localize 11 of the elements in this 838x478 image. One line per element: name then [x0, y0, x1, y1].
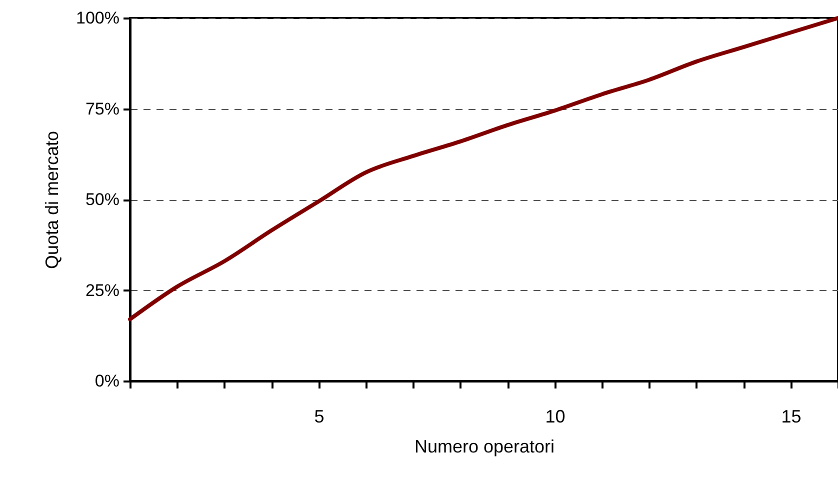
- x-tick-label: 10: [545, 406, 566, 426]
- x-axis-title: Numero operatori: [414, 436, 555, 456]
- y-tick-label: 50%: [85, 190, 120, 209]
- y-tick-label: 0%: [94, 372, 120, 390]
- y-axis-title: Quota di mercato: [42, 130, 62, 270]
- y-tick-label: 75%: [85, 99, 120, 118]
- line-series: [128, 16, 838, 322]
- x-tick-label: 15: [781, 406, 802, 426]
- y-tick-label: 25%: [85, 280, 120, 300]
- y-tick-label: 100%: [76, 8, 120, 28]
- x-tick-label: 5: [314, 406, 324, 426]
